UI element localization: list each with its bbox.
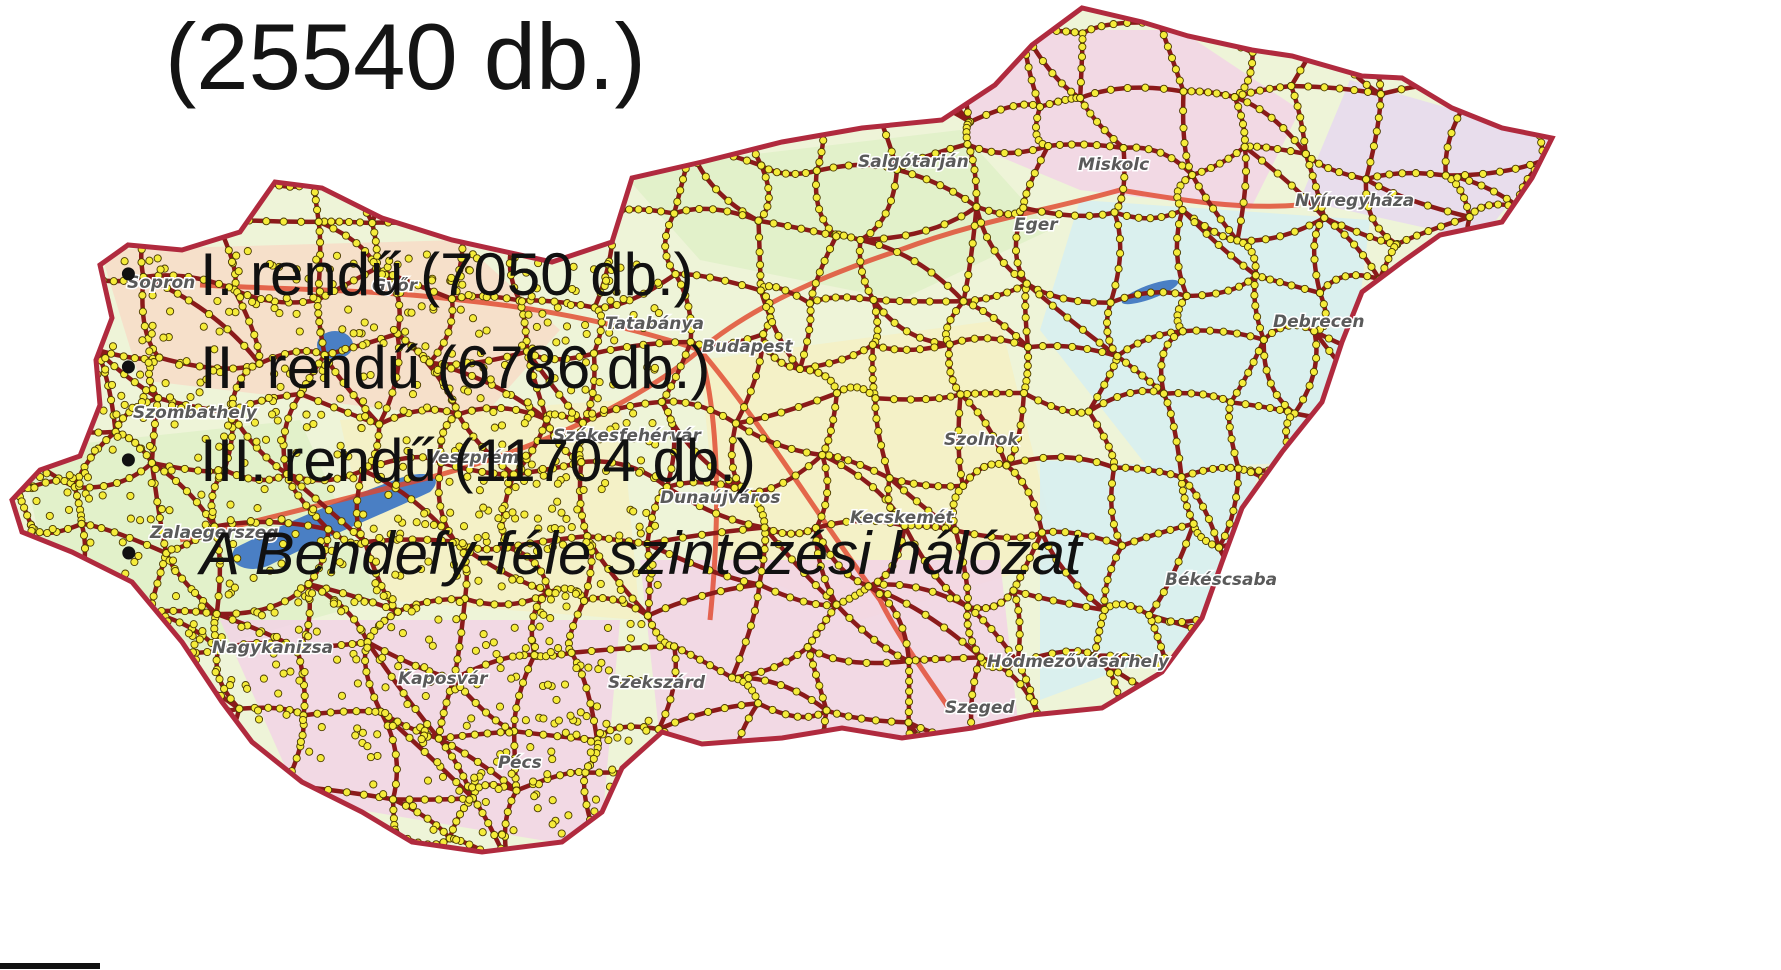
hungary-border <box>9 5 1556 855</box>
city-label-pecs: Pécs <box>498 753 542 773</box>
bullet-third-order: III. rendű (11704 db.) <box>120 414 1082 507</box>
bullet-first-order: I. rendű (7050 db.) <box>120 228 1082 321</box>
bottom-rule <box>0 963 100 969</box>
city-label-szeged: Szeged <box>945 698 1015 718</box>
city-label-kaposvar: Kaposvár <box>398 669 489 689</box>
city-label-nyiregyhaza: Nyíregyháza <box>1295 191 1414 211</box>
city-label-salgotarjan: Salgótarján <box>858 152 969 172</box>
city-label-bekescsaba: Békéscsaba <box>1165 570 1277 590</box>
slide-title: (25540 db.) <box>165 4 646 109</box>
bullet-bendefy-network: A Bendefy-féle szintezési hálózat <box>120 507 1082 600</box>
city-label-hodmezovasarhely: Hódmezővásárhely <box>987 652 1170 672</box>
city-label-nagykanizsa: Nagykanizsa <box>212 638 333 658</box>
bullet-second-order: II. rendű (6786 db.) <box>120 321 1082 414</box>
city-label-debrecen: Debrecen <box>1273 312 1364 332</box>
city-label-miskolc: Miskolc <box>1078 155 1149 175</box>
bullet-list: I. rendű (7050 db.) II. rendű (6786 db.)… <box>120 228 1082 600</box>
city-label-szekszard: Szekszárd <box>608 673 706 693</box>
